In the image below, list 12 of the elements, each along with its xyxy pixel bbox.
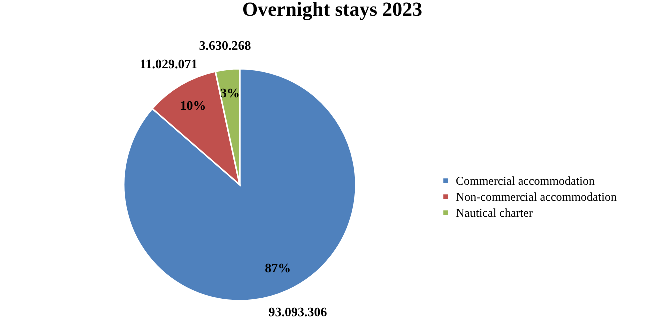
legend-label: Non-commercial accommodation bbox=[456, 190, 617, 204]
data-label: 93.093.306 bbox=[268, 304, 328, 320]
data-label: 11.029.071 bbox=[140, 56, 198, 72]
data-label: 3.630.268 bbox=[199, 38, 252, 53]
text: 3% bbox=[220, 86, 240, 101]
legend-label: Commercial accommodation bbox=[456, 174, 595, 188]
text: 10% bbox=[180, 98, 206, 113]
pie-slice bbox=[152, 70, 241, 186]
text: 87% bbox=[265, 260, 292, 276]
chart-title: Overnight stays 2023 bbox=[242, 0, 422, 21]
legend-label: Nautical charter bbox=[456, 206, 533, 220]
pie-slice bbox=[123, 68, 357, 302]
